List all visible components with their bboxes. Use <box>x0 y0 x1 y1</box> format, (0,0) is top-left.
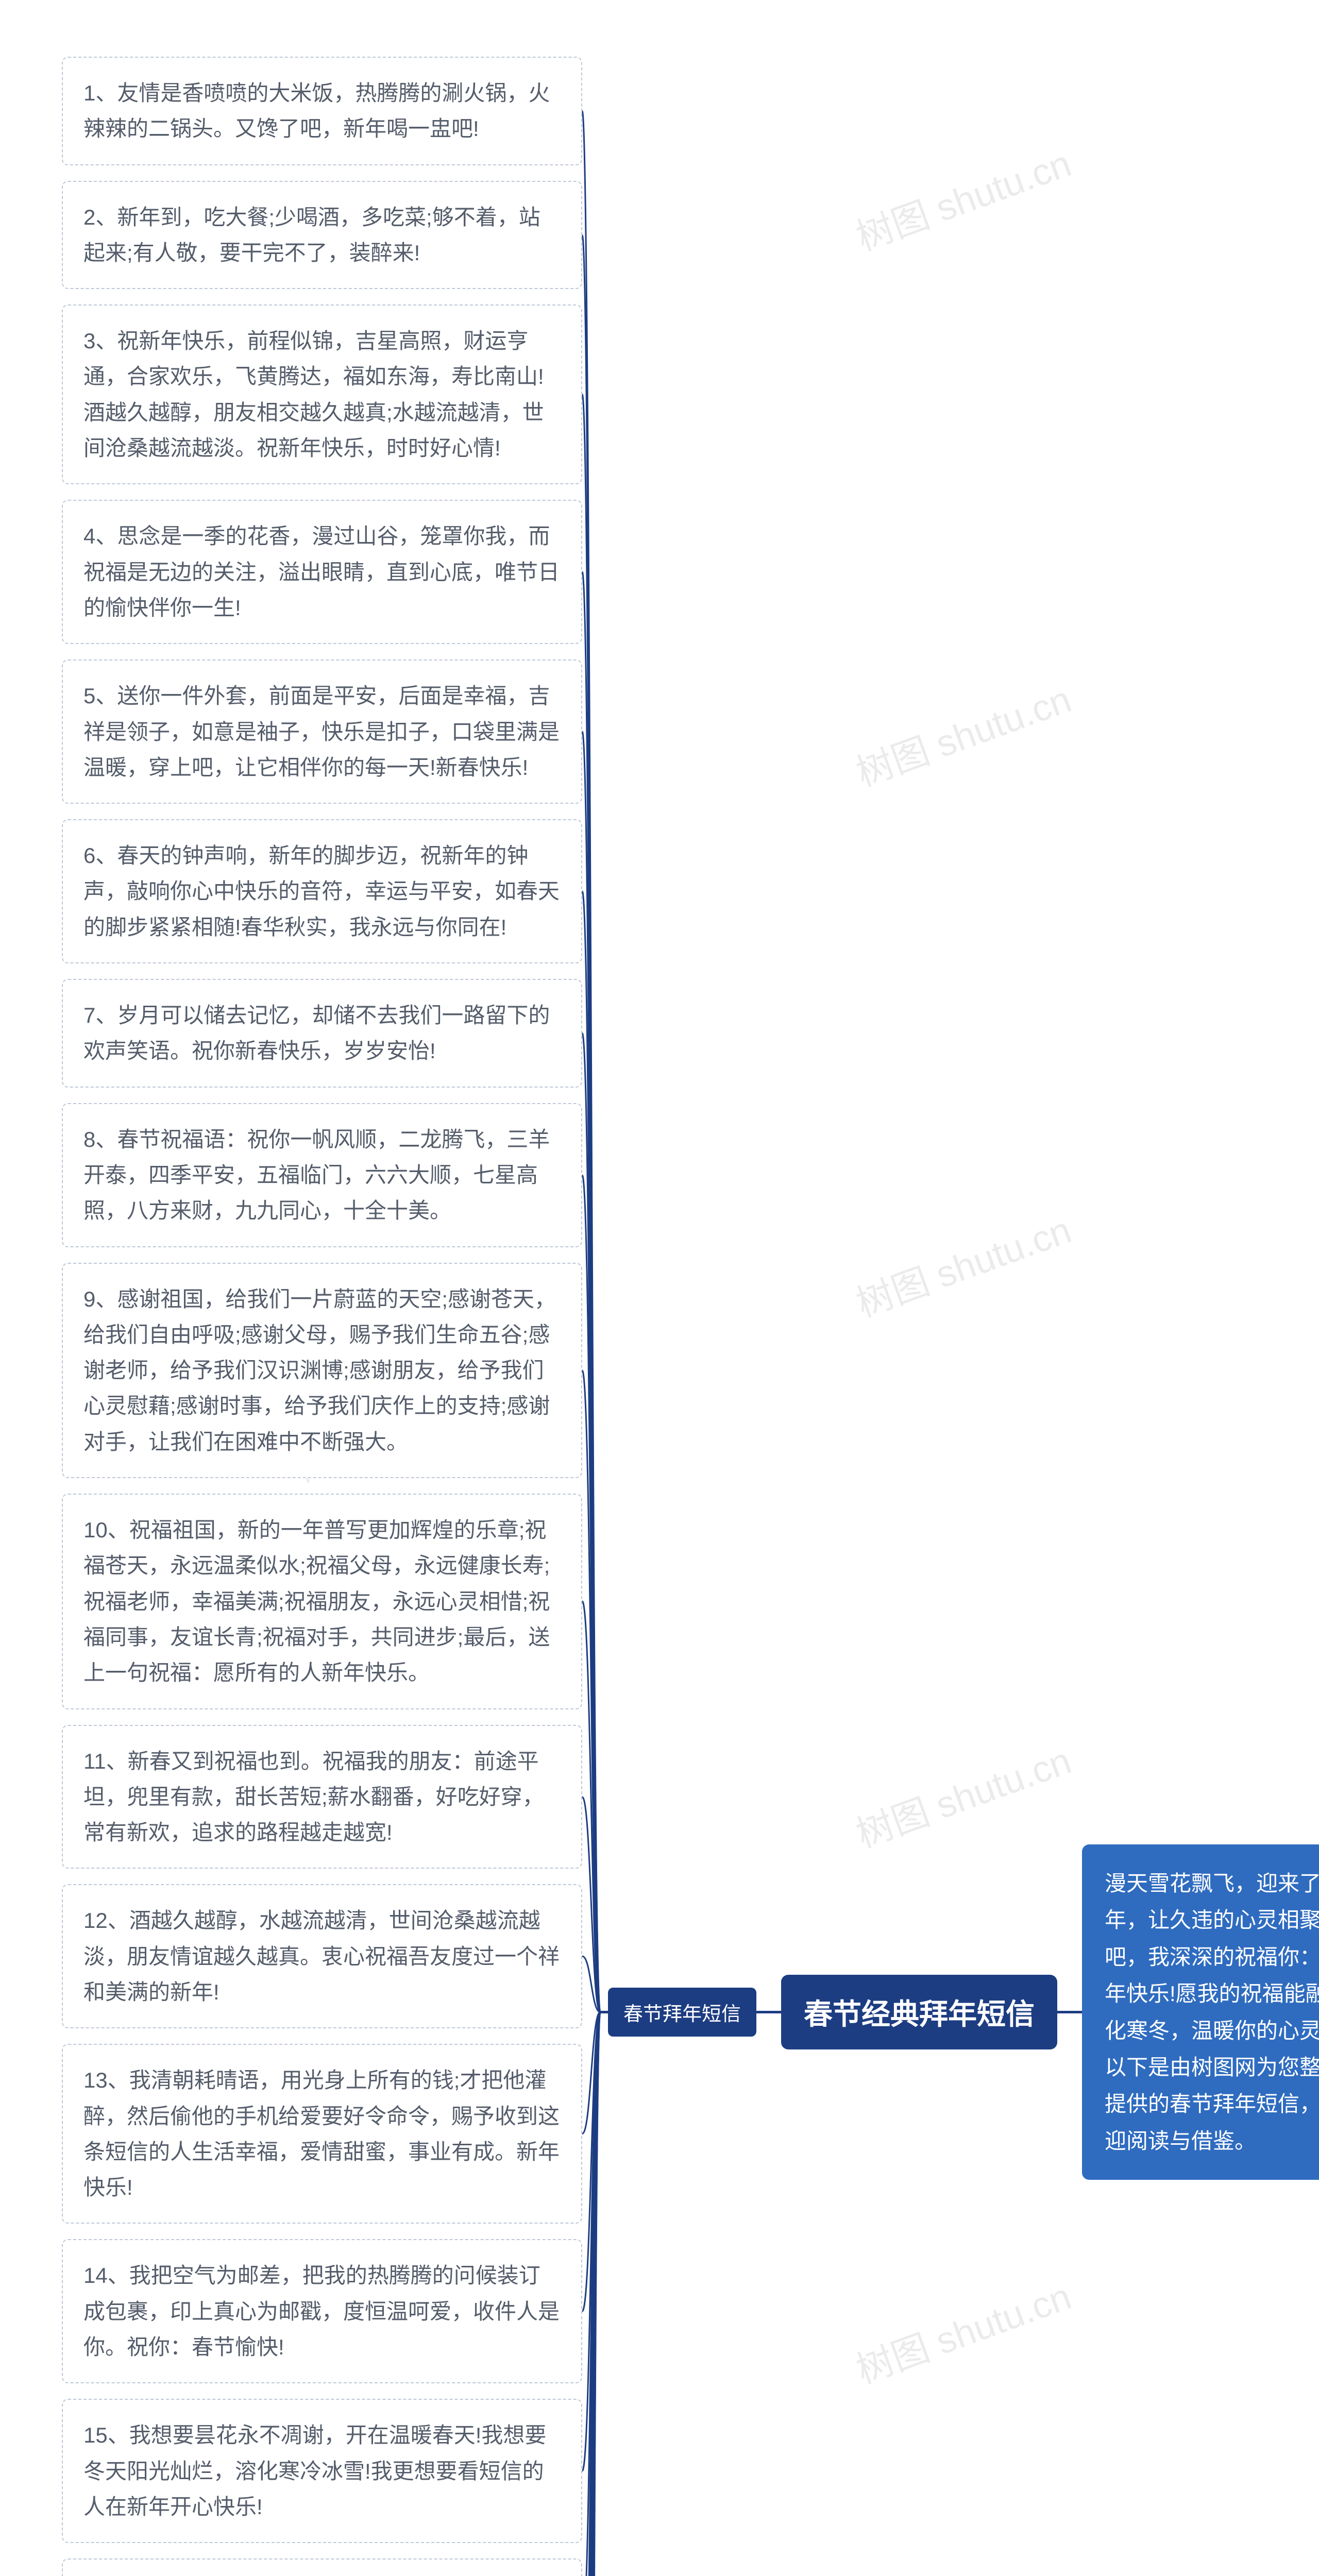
greeting-item: 13、我清朝耗晴语，用光身上所有的钱;才把他灌醉，然后偷他的手机给爱要好令命令，… <box>62 2044 582 2224</box>
topic-small: 春节拜年短信 <box>608 1988 756 2037</box>
greeting-item: 5、送你一件外套，前面是平安，后面是幸福，吉祥是领子，如意是袖子，快乐是扣子，口… <box>62 659 582 804</box>
greeting-item: 8、春节祝福语：祝你一帆风顺，二龙腾飞，三羊开泰，四季平安，五福临门，六六大顺，… <box>62 1103 582 1247</box>
left-items-column: 1、友情是香喷喷的大米饭，热腾腾的涮火锅，火辣辣的二锅头。又馋了吧，新年喝一盅吧… <box>62 57 582 2576</box>
greeting-item: 12、酒越久越醇，水越流越清，世间沧桑越流越淡，朋友情谊越久越真。衷心祝福吾友度… <box>62 1884 582 2028</box>
connector-big-right <box>1057 2011 1082 2013</box>
greeting-item: 3、祝新年快乐，前程似锦，吉星高照，财运亨通，合家欢乐，飞黄腾达，福如东海，寿比… <box>62 304 582 484</box>
watermark: 树图 shutu.cn <box>848 1731 1077 1858</box>
greeting-item: 16、心到，想到，看到，闻到，听到，人到，手到，脚到，说到，做到，得到，时间到，… <box>62 2558 582 2576</box>
center-cluster: 春节拜年短信 春节经典拜年短信 漫天雪花飘飞，迎来了新年，让久违的心灵相聚吧，我… <box>608 1844 1319 2180</box>
greeting-item: 15、我想要昙花永不凋谢，开在温暖春天!我想要冬天阳光灿烂，溶化寒冷冰雪!我更想… <box>62 2399 582 2543</box>
greeting-item: 4、思念是一季的花香，漫过山谷，笼罩你我，而祝福是无边的关注，溢出眼睛，直到心底… <box>62 500 582 644</box>
greeting-item: 2、新年到，吃大餐;少喝酒，多吃菜;够不着，站起来;有人敬，要干完不了，装醉来! <box>62 181 582 290</box>
greeting-item: 9、感谢祖国，给我们一片蔚蓝的天空;感谢苍天，给我们自由呼吸;感谢父母，赐予我们… <box>62 1263 582 1478</box>
watermark: 树图 shutu.cn <box>848 133 1077 261</box>
intro-box: 漫天雪花飘飞，迎来了新年，让久违的心灵相聚吧，我深深的祝福你：新年快乐!愿我的祝… <box>1082 1844 1319 2180</box>
watermark: 树图 shutu.cn <box>848 1200 1077 1328</box>
greeting-item: 6、春天的钟声响，新年的脚步迈，祝新年的钟声，敲响你心中快乐的音符，幸运与平安，… <box>62 819 582 963</box>
greeting-item: 7、岁月可以储去记忆，却储不去我们一路留下的欢声笑语。祝你新春快乐，岁岁安怡! <box>62 979 582 1088</box>
watermark: 树图 shutu.cn <box>848 669 1077 797</box>
greeting-item: 14、我把空气为邮差，把我的热腾腾的问候装订成包裹，印上真心为邮戳，度恒温呵爱，… <box>62 2239 582 2383</box>
watermark: 树图 shutu.cn <box>848 2266 1077 2394</box>
greeting-item: 10、祝福祖国，新的一年普写更加辉煌的乐章;祝福苍天，永远温柔似水;祝福父母，永… <box>62 1494 582 1709</box>
topic-big: 春节经典拜年短信 <box>781 1975 1057 2049</box>
greeting-item: 11、新春又到祝福也到。祝福我的朋友：前途平坦，兜里有款，甜长苦短;薪水翻番，好… <box>62 1725 582 1869</box>
connector-small-big <box>756 2011 781 2013</box>
greeting-item: 1、友情是香喷喷的大米饭，热腾腾的涮火锅，火辣辣的二锅头。又馋了吧，新年喝一盅吧… <box>62 57 582 165</box>
